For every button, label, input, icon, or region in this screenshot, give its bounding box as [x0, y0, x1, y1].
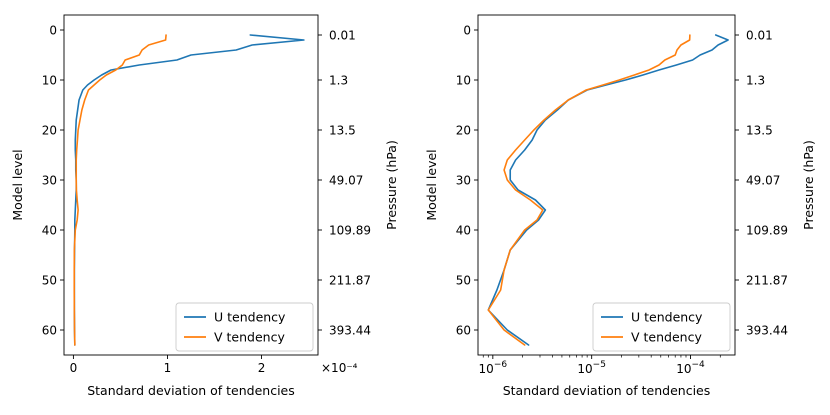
- y-tick-label: 20: [42, 124, 57, 138]
- y-tick-label: 30: [42, 174, 57, 188]
- pressure-axis-label: Pressure (hPa): [384, 140, 399, 230]
- series-line-v-tendency: [73, 34, 167, 346]
- y-tick-label: 0: [49, 24, 57, 38]
- pressure-tick-label: 13.5: [746, 124, 773, 138]
- x-tick-label-exponent: −4: [692, 360, 706, 370]
- x-tick-label: 0: [70, 361, 78, 375]
- pressure-tick-label: 109.89: [746, 224, 788, 238]
- x-tick-label-base: 10: [577, 362, 592, 376]
- pressure-tick-label: 13.5: [329, 124, 356, 138]
- x-axis-label: Standard deviation of tendencies: [87, 383, 295, 398]
- pressure-tick-label: 393.44: [329, 324, 371, 338]
- x-axis-label: Standard deviation of tendencies: [503, 383, 711, 398]
- pressure-tick-label: 211.87: [329, 274, 371, 288]
- legend-label: U tendency: [631, 310, 703, 325]
- x-tick-label: 2: [258, 361, 266, 375]
- x-tick-label-exponent: −6: [494, 360, 508, 370]
- pressure-tick-label: 109.89: [329, 224, 371, 238]
- pressure-tick-label: 211.87: [746, 274, 788, 288]
- pressure-tick-label: 1.3: [329, 74, 348, 88]
- x-tick-label-base: 10: [676, 362, 691, 376]
- x-tick-label-exponent: −5: [593, 360, 606, 370]
- series-line-u-tendency: [487, 34, 729, 346]
- y-tick-label: 40: [42, 224, 57, 238]
- pressure-axis-label: Pressure (hPa): [801, 140, 816, 230]
- y-tick-label: 10: [42, 74, 57, 88]
- x-offset-label: ×10⁻⁴: [321, 361, 358, 375]
- legend-label: U tendency: [214, 310, 286, 325]
- legend-box: [592, 302, 731, 352]
- plot-frame: [63, 14, 319, 356]
- legend-label: V tendency: [631, 330, 702, 345]
- y-tick-label: 40: [456, 224, 471, 238]
- pressure-tick-label: 49.07: [746, 174, 780, 188]
- plot-frame: [477, 14, 736, 356]
- x-tick-label-base: 10: [479, 362, 494, 376]
- pressure-tick-label: 0.01: [329, 29, 356, 43]
- y-tick-label: 0: [463, 24, 471, 38]
- pressure-tick-label: 393.44: [746, 324, 788, 338]
- y-tick-label: 60: [456, 324, 471, 338]
- y-tick-label: 20: [456, 124, 471, 138]
- x-tick-label: 10−4: [676, 360, 705, 376]
- pressure-tick-label: 1.3: [746, 74, 765, 88]
- y-tick-label: 50: [42, 274, 57, 288]
- pressure-tick-label: 49.07: [329, 174, 363, 188]
- x-tick-label: 1: [164, 361, 172, 375]
- pressure-tick-label: 0.01: [746, 29, 773, 43]
- legend-box: [175, 302, 314, 352]
- series-line-u-tendency: [73, 34, 305, 346]
- x-tick-label: 10−6: [479, 360, 508, 376]
- y-tick-label: 50: [456, 274, 471, 288]
- y-axis-label: Model level: [10, 149, 25, 220]
- y-tick-label: 30: [456, 174, 471, 188]
- y-tick-label: 60: [42, 324, 57, 338]
- y-axis-label: Model level: [424, 149, 439, 220]
- series-line-v-tendency: [487, 34, 691, 346]
- y-tick-label: 10: [456, 74, 471, 88]
- x-tick-label: 10−5: [577, 360, 606, 376]
- legend-label: V tendency: [214, 330, 285, 345]
